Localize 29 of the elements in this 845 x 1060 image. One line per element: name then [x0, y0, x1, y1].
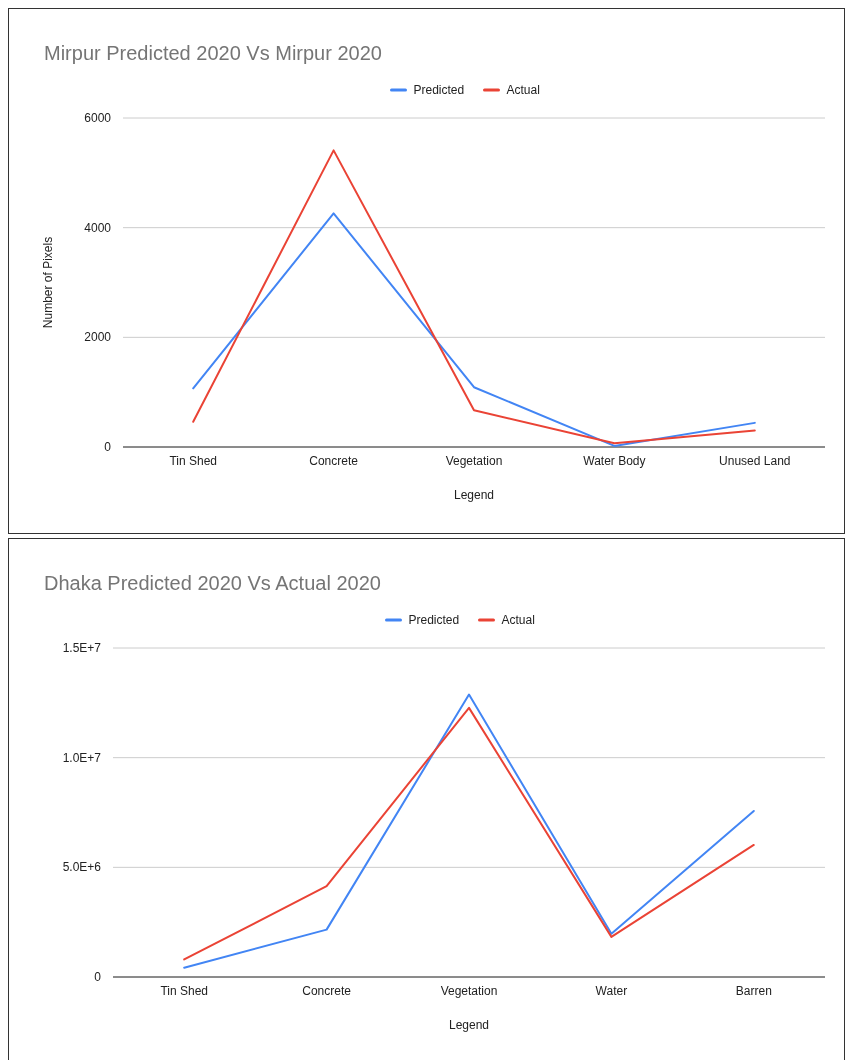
legend-label: Actual [506, 83, 540, 97]
x-tick-label: Water [595, 984, 628, 998]
legend-label: Predicted [413, 83, 465, 97]
y-tick-label: 2000 [84, 330, 112, 345]
x-tick-label: Water Body [583, 454, 646, 468]
legend-label: Predicted [408, 613, 460, 627]
y-tick-label: 4000 [84, 220, 112, 235]
y-tick-label: 1.5E+7 [62, 641, 102, 655]
x-tick-label: Tin Shed [160, 984, 208, 998]
x-tick-label: Unused Land [719, 454, 791, 468]
x-tick-label: Vegetation [440, 984, 498, 998]
line-series [192, 149, 756, 445]
y-axis-title: Number of Pixels [41, 236, 55, 329]
y-tick-label: 5.0E+6 [62, 860, 102, 875]
line-series [192, 212, 756, 447]
y-tick-label: 6000 [84, 111, 112, 125]
chart-title: Mirpur Predicted 2020 Vs Mirpur 2020 [44, 42, 382, 64]
x-axis-title: Legend [453, 488, 495, 502]
x-tick-label: Vegetation [445, 454, 503, 468]
legend-label: Actual [501, 613, 535, 627]
x-tick-label: Tin Shed [169, 454, 217, 468]
x-axis-title: Legend [448, 1018, 490, 1032]
y-tick-label: 1.0E+7 [62, 750, 102, 765]
chart-title: Dhaka Predicted 2020 Vs Actual 2020 [44, 572, 381, 594]
x-tick-label: Concrete [302, 984, 352, 998]
y-tick-label: 0 [104, 440, 112, 454]
x-tick-label: Barren [735, 984, 772, 998]
x-tick-label: Concrete [309, 454, 359, 468]
y-tick-label: 0 [94, 970, 102, 984]
